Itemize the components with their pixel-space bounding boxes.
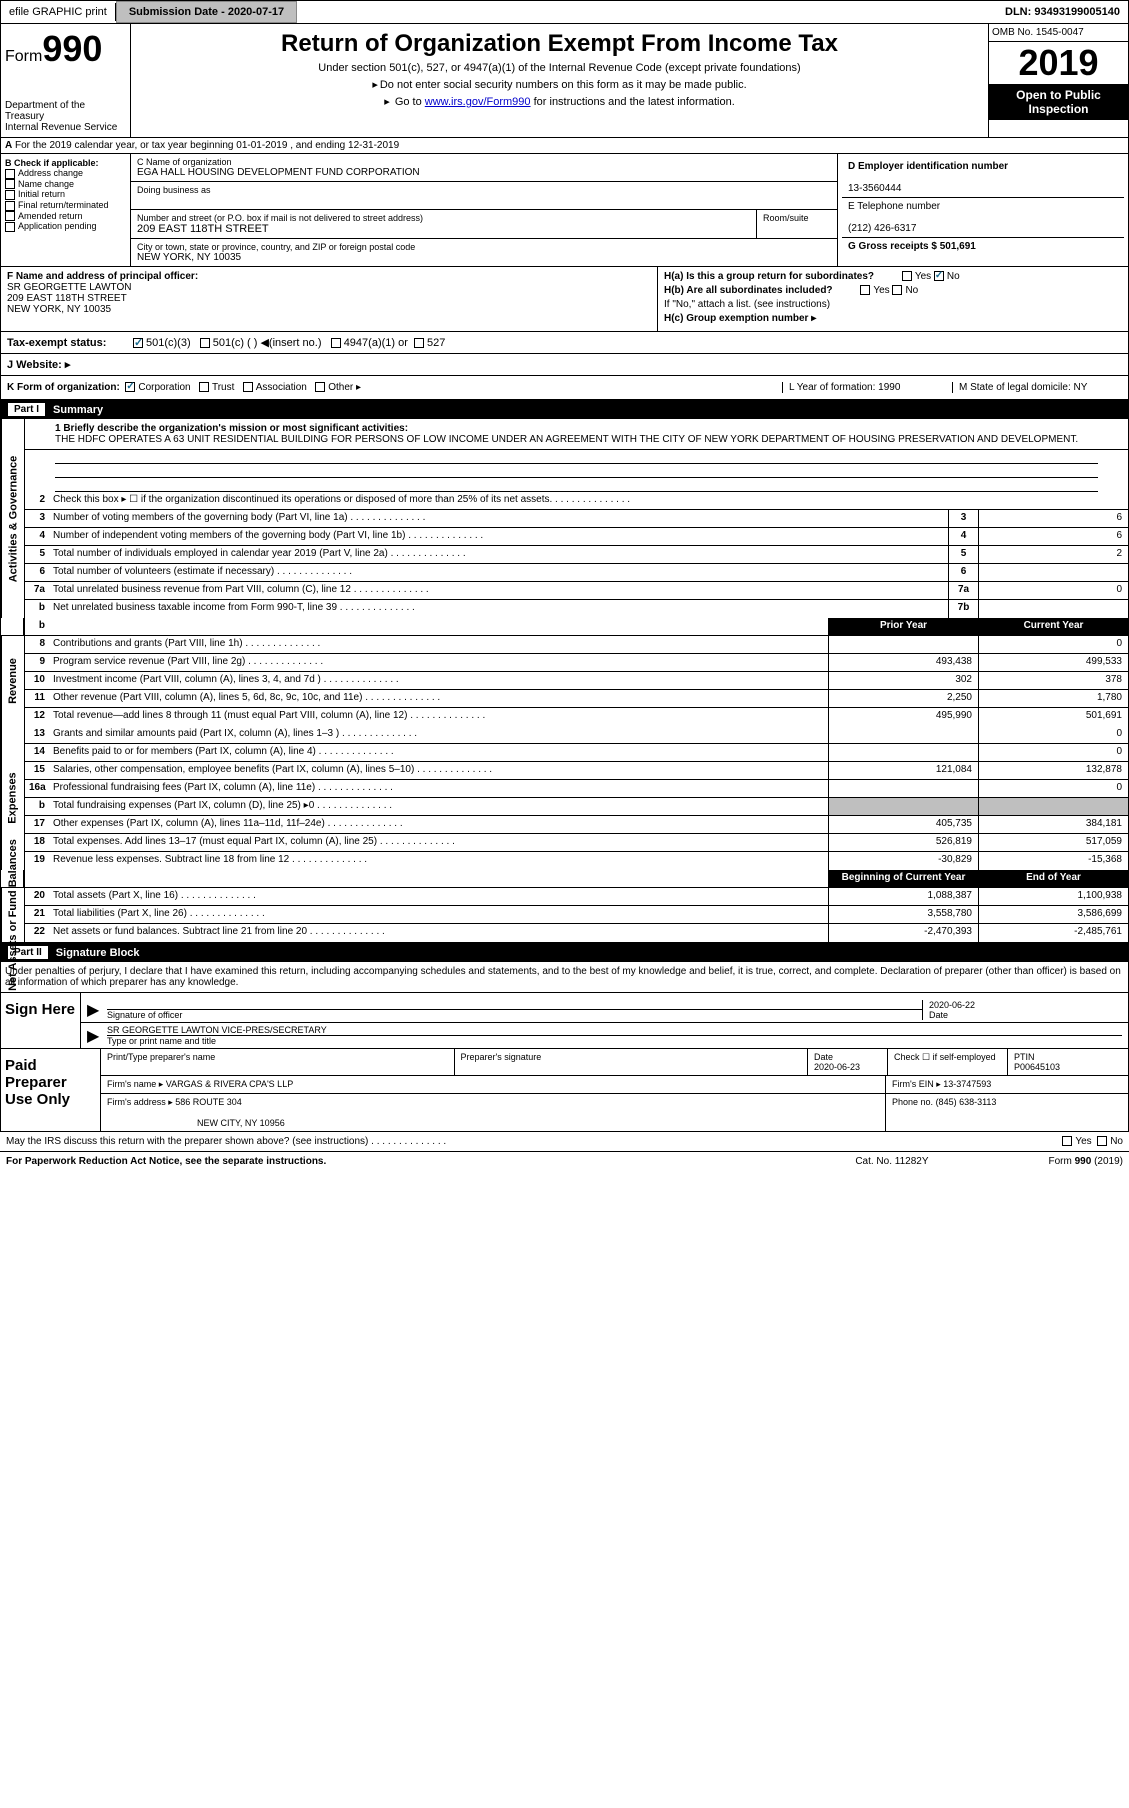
gov-row-4: 4Number of independent voting members of… — [25, 528, 1128, 546]
section-d: D Employer identification number 13-3560… — [838, 154, 1128, 266]
tax-year: 2019 — [989, 42, 1128, 84]
row-11: 11Other revenue (Part VIII, column (A), … — [25, 690, 1128, 708]
checkbox-amended-return[interactable]: Amended return — [5, 211, 126, 222]
row-9: 9Program service revenue (Part VIII, lin… — [25, 654, 1128, 672]
org-address: 209 EAST 118TH STREET — [137, 223, 750, 235]
row-16a: 16aProfessional fundraising fees (Part I… — [25, 780, 1128, 798]
irs-link[interactable]: www.irs.gov/Form990 — [425, 96, 531, 108]
part2-header: Part II Signature Block — [0, 943, 1129, 962]
row-13: 13Grants and similar amounts paid (Part … — [25, 726, 1128, 744]
efile-label: efile GRAPHIC print — [1, 3, 116, 21]
gross-receipts: G Gross receipts $ 501,691 — [848, 241, 976, 252]
topbar: efile GRAPHIC print Submission Date - 20… — [0, 0, 1129, 24]
row-20: 20Total assets (Part X, line 16)1,088,38… — [25, 888, 1128, 906]
section-j: J Website: ▸ — [0, 354, 1129, 376]
gov-row-7a: 7aTotal unrelated business revenue from … — [25, 582, 1128, 600]
row-18: 18Total expenses. Add lines 13–17 (must … — [25, 834, 1128, 852]
row-bc: B Check if applicable: Address changeNam… — [0, 154, 1129, 267]
checkbox-application-pending[interactable]: Application pending — [5, 221, 126, 232]
summary-block: Activities & Governance 1 Briefly descri… — [0, 419, 1129, 943]
checkbox-address-change[interactable]: Address change — [5, 168, 126, 179]
form-number: Form990 — [5, 28, 126, 70]
checkbox-final-return-terminated[interactable]: Final return/terminated — [5, 200, 126, 211]
org-city: NEW YORK, NY 10035 — [137, 252, 831, 263]
row-19: 19Revenue less expenses. Subtract line 1… — [25, 852, 1128, 870]
row-10: 10Investment income (Part VIII, column (… — [25, 672, 1128, 690]
header: Form990 Department of the Treasury Inter… — [0, 24, 1129, 138]
gov-row-2: 2Check this box ▸ ☐ if the organization … — [25, 492, 1128, 510]
section-i: Tax-exempt status: 501(c)(3) 501(c) ( ) … — [0, 332, 1129, 354]
row-14: 14Benefits paid to or for members (Part … — [25, 744, 1128, 762]
side-revenue: Revenue — [1, 636, 25, 726]
footer: For Paperwork Reduction Act Notice, see … — [0, 1152, 1129, 1171]
row-b: bTotal fundraising expenses (Part IX, co… — [25, 798, 1128, 816]
discuss-row: May the IRS discuss this return with the… — [0, 1132, 1129, 1152]
checkbox-initial-return[interactable]: Initial return — [5, 189, 126, 200]
section-b: B Check if applicable: Address changeNam… — [1, 154, 131, 266]
part1-header: Part I Summary — [0, 400, 1129, 419]
checkbox-name-change[interactable]: Name change — [5, 179, 126, 190]
side-net: Net Assets or Fund Balances — [1, 888, 25, 942]
row-21: 21Total liabilities (Part X, line 26)3,5… — [25, 906, 1128, 924]
dept-irs: Internal Revenue Service — [5, 122, 126, 133]
gov-row-b: bNet unrelated business taxable income f… — [25, 600, 1128, 618]
phone: (212) 426-6317 — [848, 223, 916, 234]
subtitle-2: Do not enter social security numbers on … — [137, 78, 982, 91]
form-title: Return of Organization Exempt From Incom… — [137, 30, 982, 58]
gov-row-3: 3Number of voting members of the governi… — [25, 510, 1128, 528]
row-12: 12Total revenue—add lines 8 through 11 (… — [25, 708, 1128, 726]
row-fh: F Name and address of principal officer:… — [0, 267, 1129, 332]
row-22: 22Net assets or fund balances. Subtract … — [25, 924, 1128, 942]
section-h: H(a) Is this a group return for subordin… — [658, 267, 1128, 331]
gov-row-5: 5Total number of individuals employed in… — [25, 546, 1128, 564]
subtitle-1: Under section 501(c), 527, or 4947(a)(1)… — [137, 62, 982, 74]
section-f: F Name and address of principal officer:… — [1, 267, 658, 331]
ein: 13-3560444 — [848, 183, 901, 194]
dln: DLN: 93493199005140 — [997, 3, 1128, 21]
section-k: K Form of organization: Corporation Trus… — [0, 376, 1129, 400]
dept-treasury: Department of the Treasury — [5, 100, 126, 122]
section-a: A For the 2019 calendar year, or tax yea… — [0, 138, 1129, 154]
gov-row-6: 6Total number of volunteers (estimate if… — [25, 564, 1128, 582]
subtitle-3: Go to www.irs.gov/Form990 for instructio… — [137, 95, 982, 108]
submission-date: Submission Date - 2020-07-17 — [116, 1, 297, 23]
row-8: 8Contributions and grants (Part VIII, li… — [25, 636, 1128, 654]
omb-number: OMB No. 1545-0047 — [989, 24, 1128, 42]
org-name: EGA HALL HOUSING DEVELOPMENT FUND CORPOR… — [137, 167, 831, 178]
side-governance: Activities & Governance — [1, 419, 25, 618]
section-c: C Name of organization EGA HALL HOUSING … — [131, 154, 838, 266]
mission-text: THE HDFC OPERATES A 63 UNIT RESIDENTIAL … — [55, 434, 1078, 445]
open-public: Open to Public Inspection — [989, 84, 1128, 120]
signature-block: Under penalties of perjury, I declare th… — [0, 962, 1129, 1132]
row-17: 17Other expenses (Part IX, column (A), l… — [25, 816, 1128, 834]
row-15: 15Salaries, other compensation, employee… — [25, 762, 1128, 780]
